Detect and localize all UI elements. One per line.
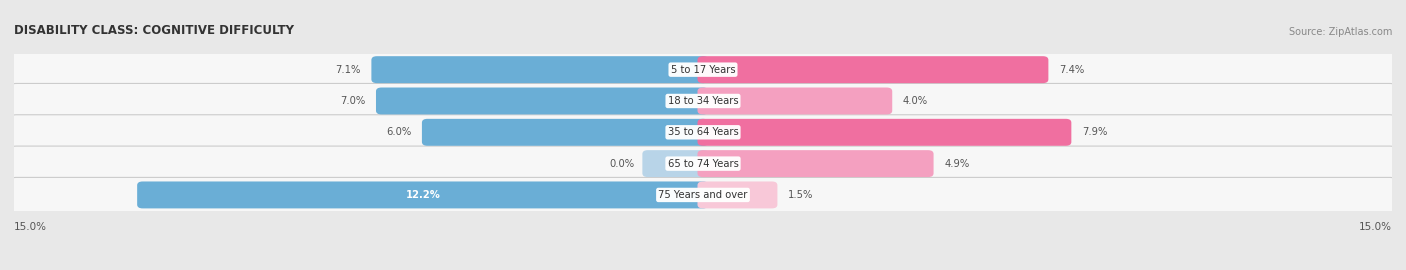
Text: 65 to 74 Years: 65 to 74 Years [668,158,738,169]
Text: 35 to 64 Years: 35 to 64 Years [668,127,738,137]
FancyBboxPatch shape [697,181,778,208]
Text: 12.2%: 12.2% [405,190,440,200]
Text: 4.9%: 4.9% [945,158,969,169]
Text: 0.0%: 0.0% [609,158,634,169]
FancyBboxPatch shape [697,150,934,177]
Text: 15.0%: 15.0% [14,222,46,232]
FancyBboxPatch shape [10,115,1396,150]
FancyBboxPatch shape [375,87,709,114]
Text: 6.0%: 6.0% [387,127,412,137]
Text: 7.1%: 7.1% [336,65,361,75]
Text: 7.0%: 7.0% [340,96,366,106]
Text: 1.5%: 1.5% [787,190,813,200]
Text: 18 to 34 Years: 18 to 34 Years [668,96,738,106]
Text: DISABILITY CLASS: COGNITIVE DIFFICULTY: DISABILITY CLASS: COGNITIVE DIFFICULTY [14,24,294,37]
FancyBboxPatch shape [371,56,709,83]
Text: 75 Years and over: 75 Years and over [658,190,748,200]
FancyBboxPatch shape [10,83,1396,119]
FancyBboxPatch shape [697,56,1049,83]
Text: 15.0%: 15.0% [1360,222,1392,232]
FancyBboxPatch shape [697,119,1071,146]
Text: Source: ZipAtlas.com: Source: ZipAtlas.com [1288,27,1392,37]
FancyBboxPatch shape [697,87,893,114]
Text: 5 to 17 Years: 5 to 17 Years [671,65,735,75]
FancyBboxPatch shape [422,119,709,146]
FancyBboxPatch shape [643,150,709,177]
Text: 4.0%: 4.0% [903,96,928,106]
Legend: Male, Female: Male, Female [643,267,763,270]
Text: 7.9%: 7.9% [1083,127,1108,137]
Text: 7.4%: 7.4% [1059,65,1084,75]
FancyBboxPatch shape [10,146,1396,181]
FancyBboxPatch shape [138,181,709,208]
FancyBboxPatch shape [10,177,1396,212]
FancyBboxPatch shape [10,52,1396,87]
